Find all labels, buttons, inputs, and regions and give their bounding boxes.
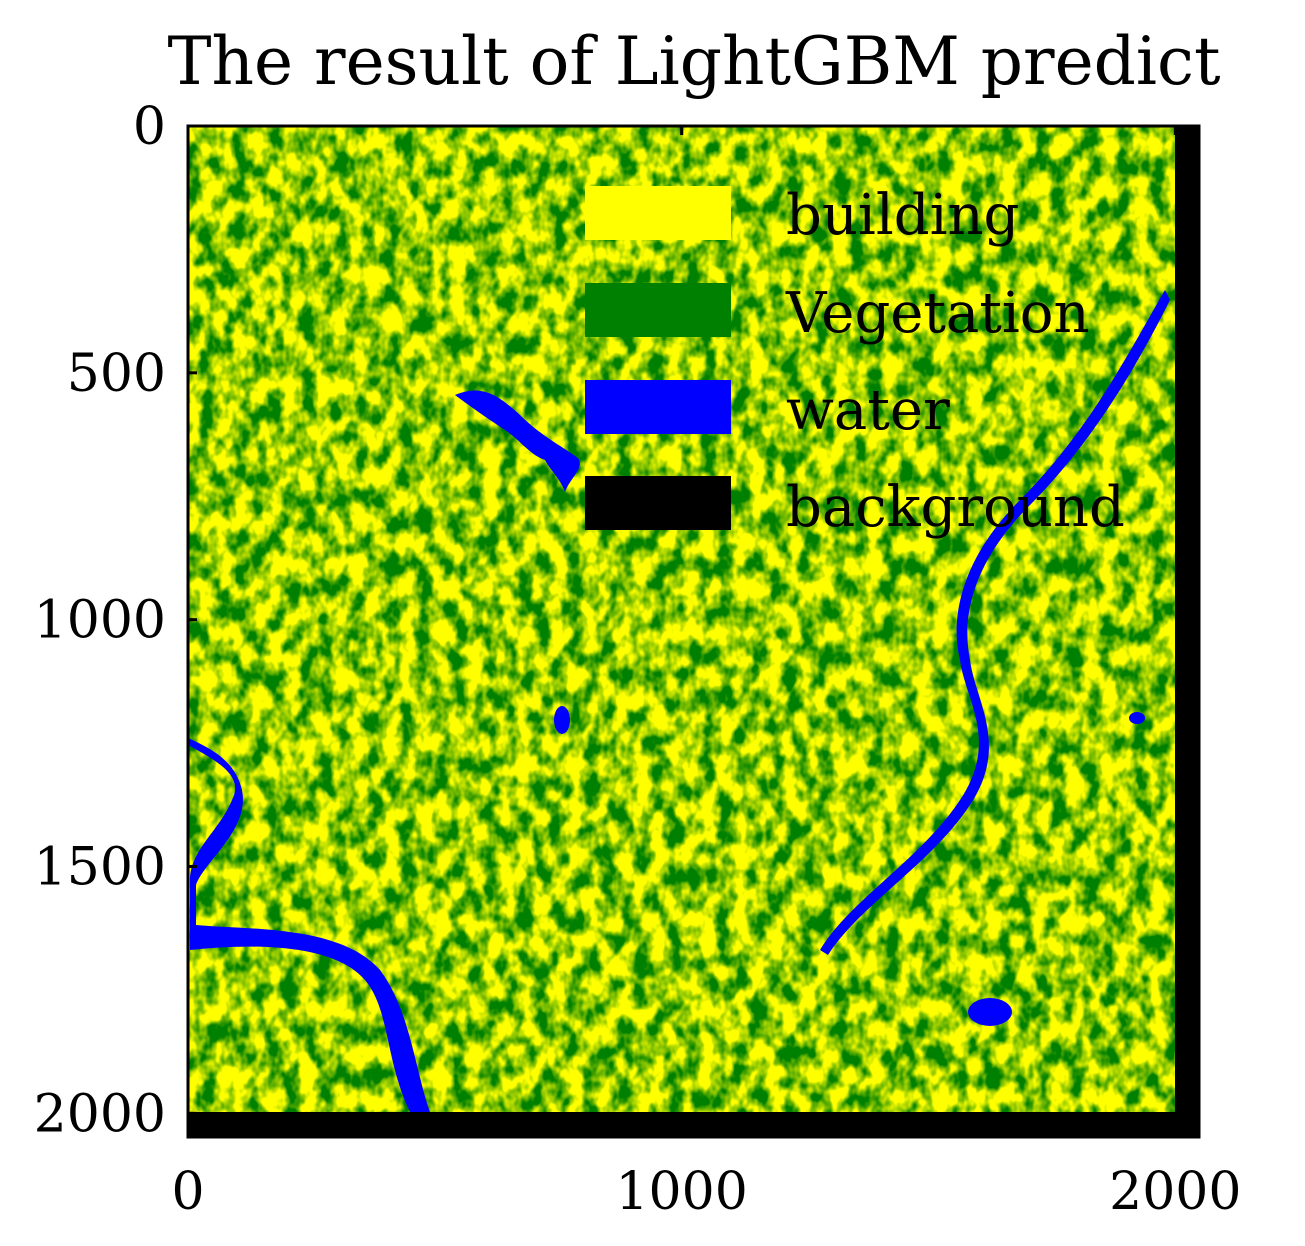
water-pond <box>1129 712 1145 724</box>
legend-item: water <box>585 378 950 443</box>
building-texture <box>188 126 1175 1112</box>
legend-swatch-vegetation <box>585 283 731 337</box>
x-tick-label: 1000 <box>615 1162 747 1222</box>
water-pond <box>554 706 570 734</box>
y-tick-label: 1500 <box>34 837 166 897</box>
plot-frame <box>186 124 1201 1139</box>
plot-area <box>188 126 1199 1137</box>
legend-label-background: background <box>786 475 1125 540</box>
y-tick-label: 2000 <box>34 1084 166 1144</box>
legend-item: background <box>585 475 1125 540</box>
legend-label-water: water <box>786 378 950 443</box>
legend-item: Vegetation <box>585 281 1090 346</box>
legend-swatch-background <box>585 476 731 530</box>
water-lake <box>455 390 580 492</box>
water-river-west <box>188 738 430 1112</box>
x-tick-label: 0 <box>171 1162 204 1222</box>
legend-label-building: building <box>786 183 1019 248</box>
legend-swatch-building <box>585 186 731 240</box>
y-tick-label: 0 <box>133 97 166 157</box>
water-river-east <box>820 290 1170 955</box>
legend: building Vegetation water background <box>585 183 1125 540</box>
y-tick-label: 500 <box>67 344 166 404</box>
chart-title: The result of LightGBM predict <box>167 23 1220 100</box>
legend-item: building <box>585 183 1019 248</box>
x-tick-label: 2000 <box>1109 1162 1241 1222</box>
y-tick-label: 1000 <box>34 591 166 651</box>
legend-label-vegetation: Vegetation <box>785 281 1090 346</box>
water-pond <box>968 998 1012 1026</box>
legend-swatch-water <box>585 380 731 434</box>
